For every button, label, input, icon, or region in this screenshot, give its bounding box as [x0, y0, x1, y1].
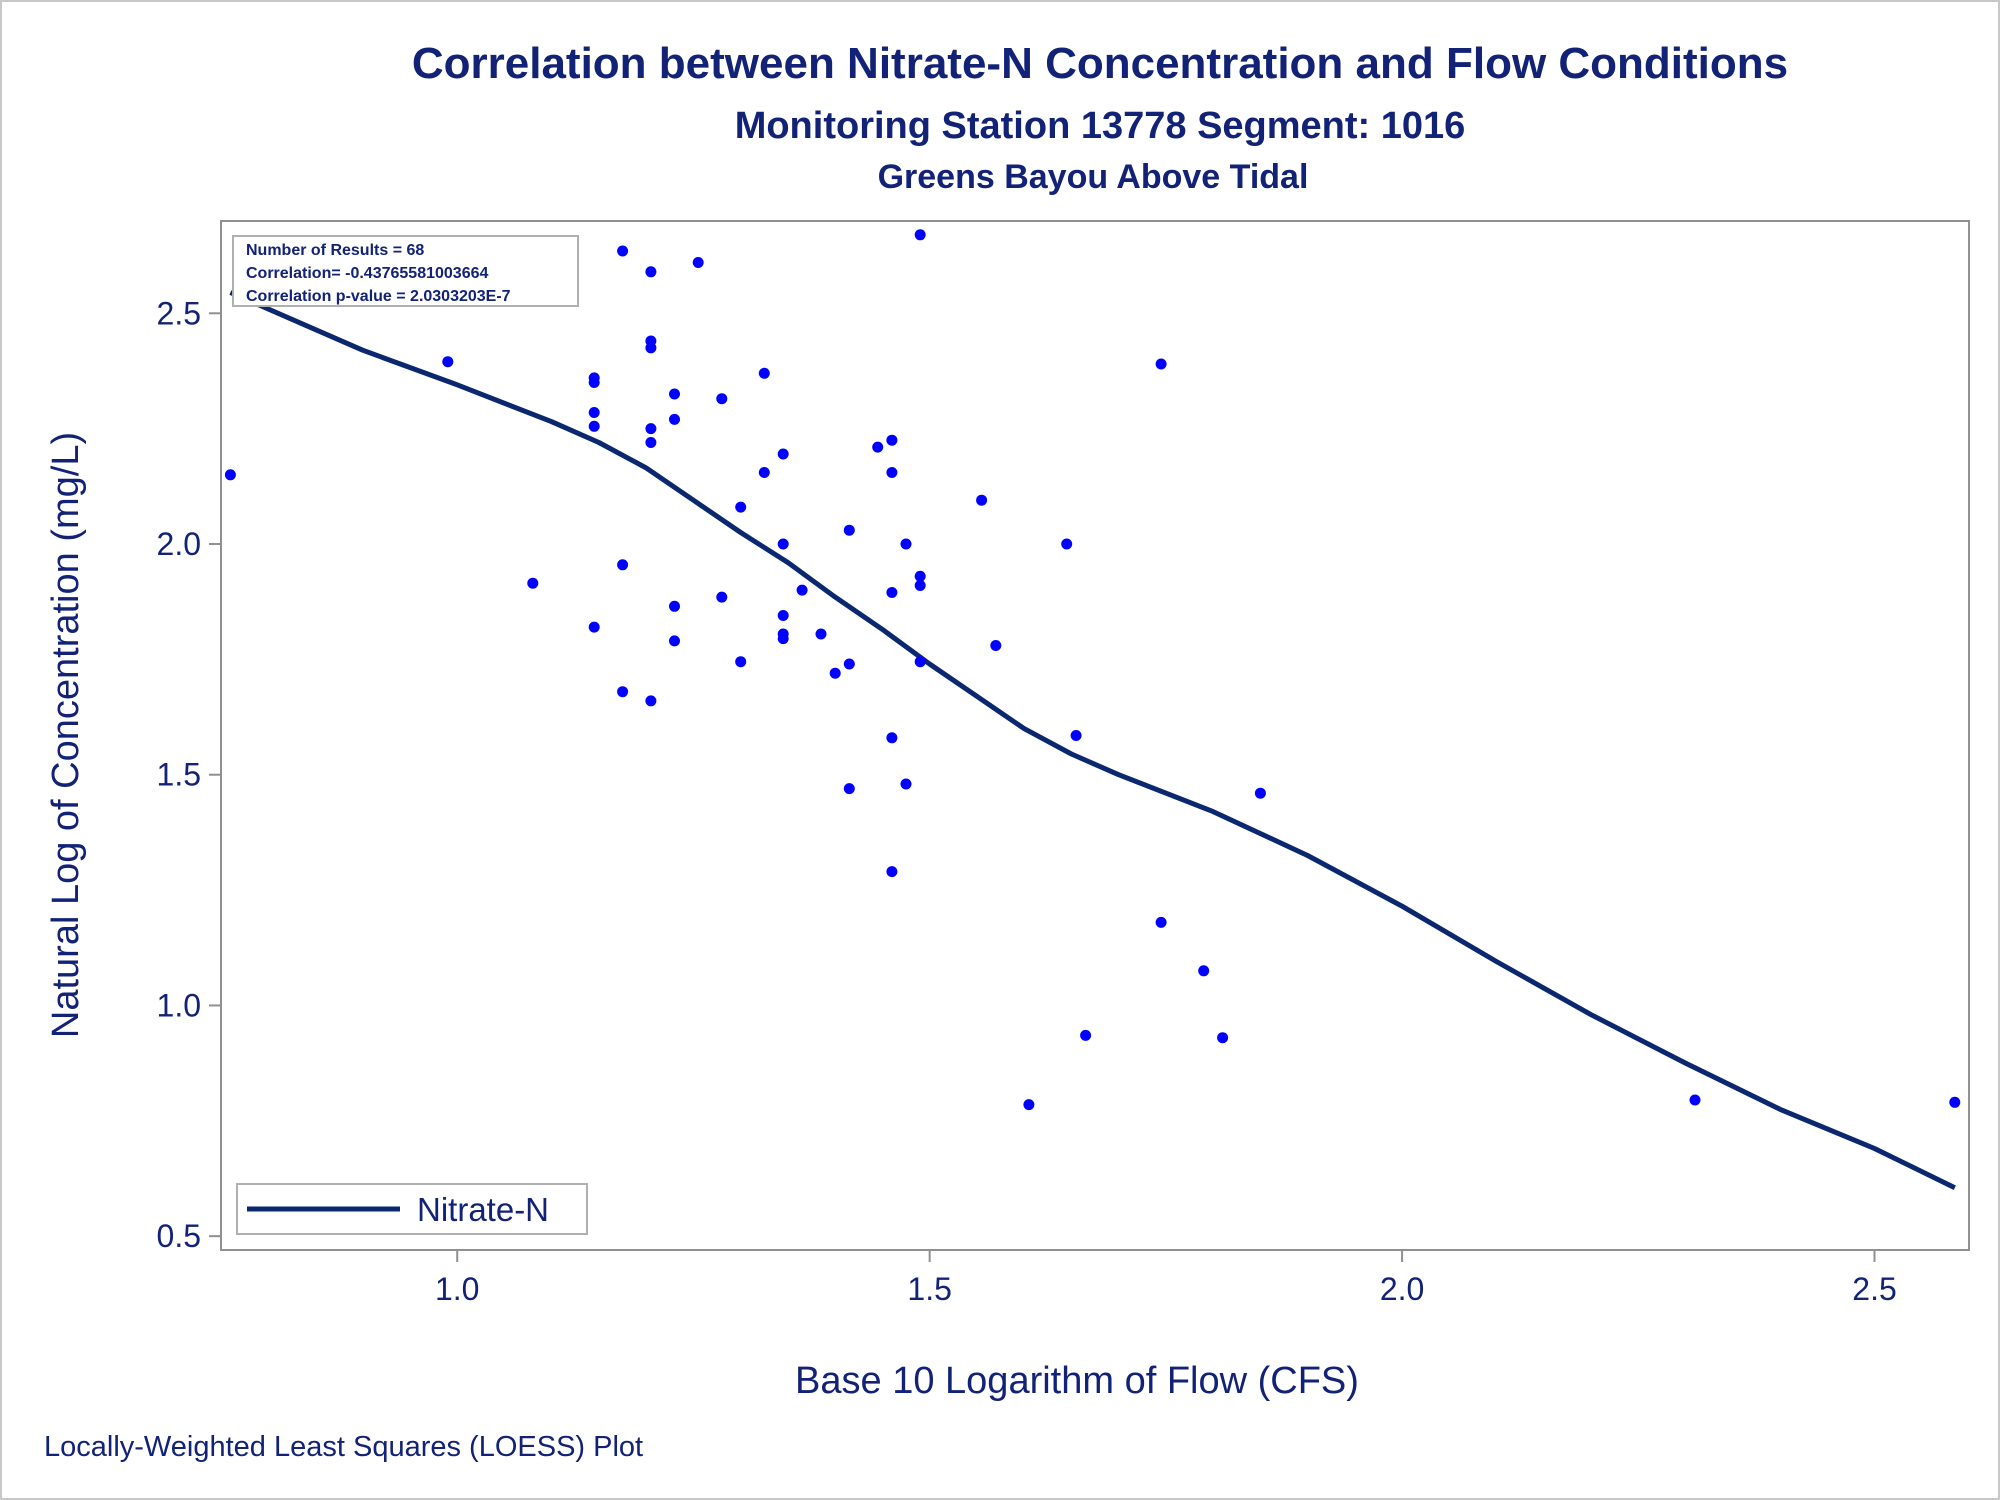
data-point: [886, 434, 898, 446]
data-point: [588, 621, 600, 633]
data-point: [843, 783, 855, 795]
data-point: [758, 367, 770, 379]
data-point: [669, 413, 680, 425]
data-point: [990, 640, 1002, 651]
data-point: [1949, 1096, 1961, 1108]
data-point: [900, 778, 912, 790]
data-point: [886, 866, 898, 878]
data-point: [617, 245, 629, 257]
data-point: [872, 441, 884, 453]
chart-subtitle-2: Greens Bayou Above Tidal: [878, 158, 1309, 196]
data-point: [914, 570, 926, 582]
data-point: [735, 501, 747, 513]
stats-count: Number of Results = 68: [246, 242, 424, 259]
stats-correlation: Correlation= -0.43765581003664: [246, 265, 488, 282]
data-point: [886, 732, 898, 744]
data-point: [588, 420, 600, 432]
data-point: [588, 377, 600, 388]
data-point: [617, 559, 629, 571]
data-point: [692, 257, 704, 268]
data-point: [1070, 730, 1082, 741]
data-point: [777, 448, 789, 460]
data-point: [645, 423, 657, 435]
x-tick-label: 1.0: [435, 1271, 479, 1307]
data-point: [886, 467, 898, 478]
x-axis-label: Base 10 Logarithm of Flow (CFS): [795, 1360, 1359, 1402]
x-axis-ticks: 1.0 1.5 2.0 2.5: [435, 1250, 1897, 1307]
data-point: [829, 667, 841, 679]
data-point: [735, 656, 747, 668]
y-axis-ticks: 0.5 1.0 1.5 2.0 2.5: [157, 295, 221, 1254]
chart-title: Correlation between Nitrate-N Concentrat…: [412, 39, 1788, 88]
chart-subtitle: Monitoring Station 13778 Segment: 1016: [735, 105, 1466, 147]
data-point: [716, 591, 728, 603]
plot-area: [220, 220, 1970, 1251]
data-point: [1198, 965, 1210, 977]
loess-series: [229, 290, 1956, 1190]
legend: Nitrate-N: [236, 1183, 588, 1235]
data-point: [645, 342, 657, 354]
x-tick-label: 1.5: [907, 1271, 951, 1307]
data-point: [914, 656, 926, 668]
data-point: [1254, 787, 1266, 799]
y-axis-label: Natural Log of Concentration (mg/L): [45, 432, 87, 1038]
data-point: [843, 524, 855, 536]
data-point: [976, 494, 988, 506]
data-point: [527, 577, 539, 589]
data-point: [1061, 538, 1073, 550]
data-point: [758, 467, 770, 478]
data-point: [224, 469, 236, 481]
data-point: [1689, 1094, 1701, 1106]
data-point: [1023, 1099, 1035, 1111]
data-point: [645, 266, 657, 278]
data-point: [645, 437, 657, 448]
x-tick-label: 2.0: [1380, 1271, 1424, 1307]
data-point: [1155, 916, 1167, 928]
scatter-points: [224, 229, 1961, 1111]
data-point: [1155, 358, 1167, 370]
stats-box: Number of Results = 68 Correlation= -0.4…: [232, 235, 579, 307]
data-point: [900, 538, 912, 550]
data-point: [796, 584, 808, 596]
data-point: [914, 580, 926, 591]
y-tick-label: 1.0: [157, 987, 201, 1023]
data-point: [815, 628, 827, 640]
data-point: [669, 600, 680, 612]
data-point: [442, 356, 454, 368]
data-point: [1217, 1032, 1229, 1044]
data-point: [588, 407, 600, 418]
data-point: [886, 587, 898, 598]
stats-box-frame: [232, 235, 579, 307]
y-tick-label: 1.5: [157, 757, 201, 793]
data-point: [645, 695, 657, 707]
stats-p-value: Correlation p-value = 2.0303203E-7: [246, 288, 511, 305]
data-point: [843, 658, 855, 670]
footnote: Locally-Weighted Least Squares (LOESS) P…: [44, 1431, 643, 1463]
legend-label: Nitrate-N: [417, 1191, 549, 1228]
x-tick-label: 2.5: [1852, 1271, 1896, 1307]
data-point: [669, 635, 680, 647]
data-point: [1080, 1029, 1092, 1041]
data-point: [617, 686, 629, 698]
data-point: [777, 538, 789, 550]
data-point: [777, 633, 789, 645]
loess-line: [229, 290, 1956, 1190]
data-point: [669, 388, 680, 400]
y-tick-label: 2.0: [157, 526, 201, 562]
data-point: [914, 229, 926, 241]
data-point: [777, 610, 789, 621]
data-point: [716, 393, 728, 405]
y-tick-label: 0.5: [157, 1218, 201, 1254]
y-tick-label: 2.5: [157, 295, 201, 331]
